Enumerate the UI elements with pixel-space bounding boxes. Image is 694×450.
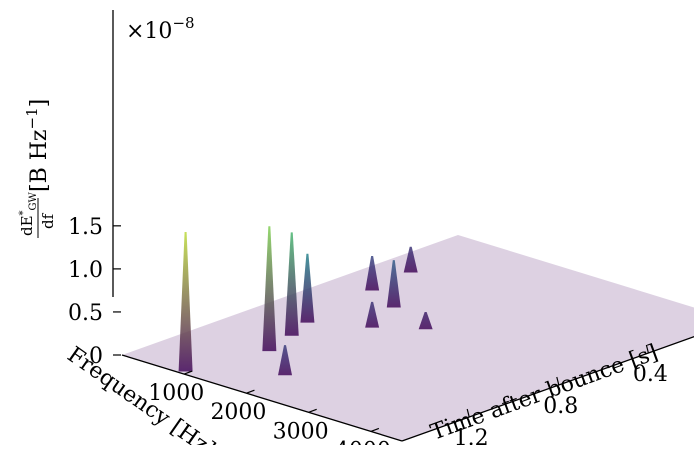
z-tick-label: 1.0 — [68, 258, 103, 283]
svg-text:[B Hz−1]: [B Hz−1] — [23, 99, 52, 192]
frequency-tick — [370, 427, 380, 433]
surface-peak — [418, 312, 433, 330]
frequency-tick-label: 3000 — [273, 419, 329, 444]
z-tick-label: 1.5 — [68, 215, 103, 240]
frequency-tick-label: 2000 — [210, 400, 266, 425]
time-tick — [645, 344, 649, 354]
z-axis-title: dE*GW df [B Hz−1] — [18, 99, 57, 238]
z-tick-label: 0 — [89, 344, 103, 369]
time-tick — [556, 376, 560, 386]
time-axis-line — [401, 336, 694, 442]
spectrogram-surface — [178, 226, 433, 376]
peak-spike — [386, 260, 401, 308]
peak-spike — [300, 253, 315, 323]
peak-spike — [418, 312, 433, 330]
svg-text:df: df — [39, 212, 57, 229]
frequency-tick — [308, 408, 317, 413]
surface-peak — [386, 260, 401, 308]
time-tick-label: 0.4 — [633, 362, 668, 387]
time-tick — [466, 408, 470, 418]
peak-spike — [284, 232, 299, 336]
axes-layer: 00.51.01.510002000300040000.00.40.81.2 — [68, 10, 694, 450]
surface-peak — [365, 301, 380, 328]
peak-spike — [365, 301, 380, 328]
base-plane — [122, 235, 694, 441]
peak-spike — [178, 232, 193, 372]
z-tick-label: 0.5 — [68, 301, 103, 326]
surface-peak — [300, 253, 315, 323]
surface-peak — [365, 256, 380, 291]
frequency-tick — [246, 389, 255, 394]
frequency-tick-label: 1000 — [148, 381, 204, 406]
svg-text:dE*GW: dE*GW — [18, 191, 39, 236]
frequency-axis-line — [121, 354, 403, 442]
surface-peak — [284, 232, 299, 336]
time-tick-label: 0.8 — [543, 394, 578, 419]
surface-peak — [403, 246, 418, 273]
peak-spike — [262, 226, 277, 352]
peak-spike — [403, 246, 418, 273]
surface-peak — [278, 345, 293, 376]
frequency-tick — [184, 370, 193, 375]
surface-peak — [178, 232, 193, 372]
z-multiplier: ×10−8 — [126, 14, 195, 44]
surface-peak — [262, 226, 277, 352]
base-plane-layer — [122, 235, 694, 441]
peak-spike — [365, 256, 380, 291]
peak-spike — [278, 345, 293, 376]
frequency-tick-label: 4000 — [335, 438, 391, 445]
